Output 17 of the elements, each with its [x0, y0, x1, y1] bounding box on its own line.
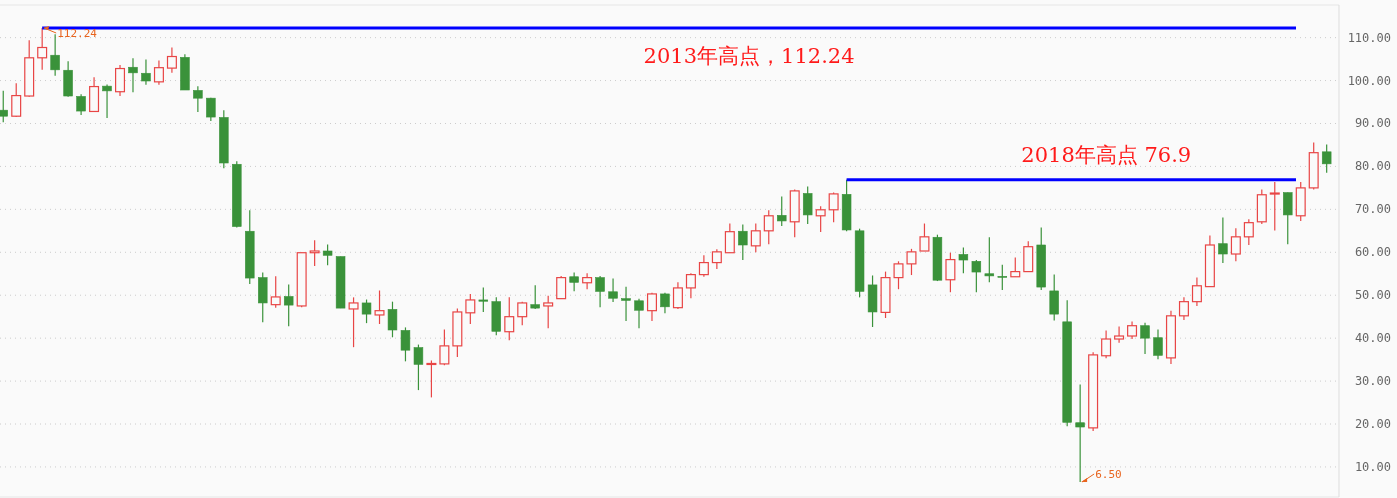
- annotation: 6.50: [1095, 467, 1122, 481]
- y-tick-label: 20.00: [1354, 417, 1391, 432]
- y-tick-label: 70.00: [1354, 202, 1391, 217]
- y-tick-label: 90.00: [1354, 116, 1391, 131]
- annotation: 6.50: [1081, 467, 1122, 483]
- y-tick-label: 100.00: [1347, 73, 1391, 88]
- y-tick-label: 80.00: [1354, 159, 1391, 174]
- y-tick-label: 110.00: [1347, 30, 1391, 45]
- ref-line-label: 2018年高点 76.9: [1021, 142, 1192, 167]
- ref-line-label: 2013年高点，112.24: [643, 44, 855, 69]
- y-tick-label: 10.00: [1354, 459, 1391, 474]
- y-tick-label: 30.00: [1354, 374, 1391, 389]
- y-tick-label: 40.00: [1354, 331, 1391, 346]
- annotation: 112.24: [57, 27, 98, 41]
- y-tick-label: 50.00: [1354, 288, 1391, 303]
- y-tick-label: 60.00: [1354, 245, 1391, 260]
- annotation: 112.24: [43, 26, 97, 40]
